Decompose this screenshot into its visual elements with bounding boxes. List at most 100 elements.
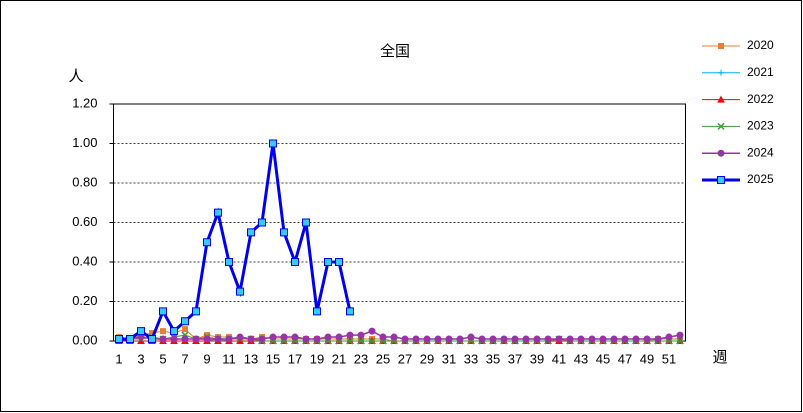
data-point	[456, 335, 464, 343]
y-tick-label: 1.00	[72, 135, 97, 150]
x-tick-label: 13	[244, 351, 258, 366]
data-point	[368, 327, 376, 335]
data-point	[203, 238, 211, 247]
data-point	[643, 335, 651, 343]
data-point	[247, 228, 255, 237]
x-tick-label: 11	[222, 351, 236, 366]
data-point	[368, 337, 376, 345]
data-point	[357, 337, 365, 345]
y-tick-label: 0.80	[72, 174, 97, 189]
data-point	[269, 139, 277, 148]
legend-label: 2020	[747, 38, 774, 52]
data-point	[214, 335, 222, 343]
data-point	[533, 335, 541, 343]
data-point	[192, 307, 200, 316]
data-point	[182, 326, 188, 333]
data-point	[291, 258, 299, 266]
y-tick-label: 0.20	[72, 293, 97, 308]
data-point	[434, 335, 442, 343]
data-point	[654, 335, 662, 343]
data-point	[115, 335, 123, 344]
data-point	[346, 337, 354, 345]
data-point	[390, 333, 398, 341]
data-point	[214, 208, 222, 217]
legend-label: 2021	[747, 65, 774, 79]
x-tick-label: 49	[640, 351, 654, 366]
x-tick-label: 23	[354, 351, 368, 366]
data-point	[313, 307, 321, 316]
data-point	[632, 335, 640, 343]
data-point	[258, 335, 266, 343]
x-tick-label: 41	[552, 351, 566, 366]
x-tick-label: 19	[310, 351, 324, 366]
x-tick-label: 17	[288, 351, 302, 366]
data-point	[599, 335, 607, 343]
data-point	[203, 335, 211, 343]
data-point	[170, 327, 178, 336]
data-point	[522, 335, 530, 343]
data-point	[192, 335, 200, 343]
series-line	[119, 143, 352, 342]
data-point	[280, 333, 288, 341]
data-point	[379, 333, 387, 341]
data-point	[302, 218, 310, 227]
x-tick-label: 37	[508, 351, 522, 366]
data-point	[610, 335, 618, 343]
data-point	[335, 258, 343, 266]
legend-marker	[718, 43, 724, 49]
data-point	[665, 333, 673, 341]
data-point	[181, 335, 189, 343]
data-point	[324, 333, 332, 341]
data-point	[467, 333, 475, 341]
y-tick-label: 1.20	[72, 95, 97, 110]
x-tick-label: 27	[398, 351, 412, 366]
y-tick-label: 0.60	[72, 214, 97, 229]
legend-label: 2024	[747, 145, 774, 159]
data-point	[170, 335, 178, 343]
data-point	[160, 328, 166, 335]
data-point	[159, 335, 167, 343]
x-tick-label: 1	[115, 351, 122, 366]
x-tick-label: 31	[442, 351, 456, 366]
data-point	[324, 258, 332, 266]
x-tick-label: 45	[596, 351, 610, 366]
legend-marker	[717, 95, 725, 103]
data-point	[148, 335, 156, 344]
data-point	[577, 335, 585, 343]
data-point	[500, 335, 508, 343]
data-point	[236, 287, 244, 296]
x-tick-label: 43	[574, 351, 588, 366]
data-point	[676, 331, 684, 339]
data-point	[335, 333, 343, 341]
x-tick-label: 7	[181, 351, 188, 366]
x-tick-label: 3	[137, 351, 144, 366]
x-axis-label: 週	[712, 349, 727, 366]
data-point	[401, 335, 409, 343]
x-tick-label: 25	[376, 351, 390, 366]
data-point	[225, 258, 233, 266]
data-point	[555, 335, 563, 343]
y-axis-label: 人	[68, 68, 83, 85]
x-tick-label: 15	[266, 351, 280, 366]
data-point	[489, 335, 497, 343]
legend-label: 2022	[747, 92, 774, 106]
data-point	[269, 333, 277, 341]
data-point	[357, 331, 365, 339]
data-point	[258, 218, 266, 227]
legend-marker	[718, 69, 724, 76]
x-tick-label: 21	[332, 351, 346, 366]
data-point	[412, 335, 420, 343]
legend-label: 2025	[747, 172, 774, 186]
data-point	[159, 307, 167, 316]
data-point	[676, 337, 684, 345]
x-tick-label: 39	[530, 351, 544, 366]
legend-marker	[717, 122, 725, 130]
data-point	[126, 335, 134, 344]
data-point	[302, 335, 310, 343]
data-point	[247, 335, 255, 343]
data-point	[478, 335, 486, 343]
data-point	[544, 335, 552, 343]
legend-marker	[717, 149, 725, 157]
x-tick-label: 29	[420, 351, 434, 366]
y-tick-label: 0.00	[72, 332, 97, 347]
